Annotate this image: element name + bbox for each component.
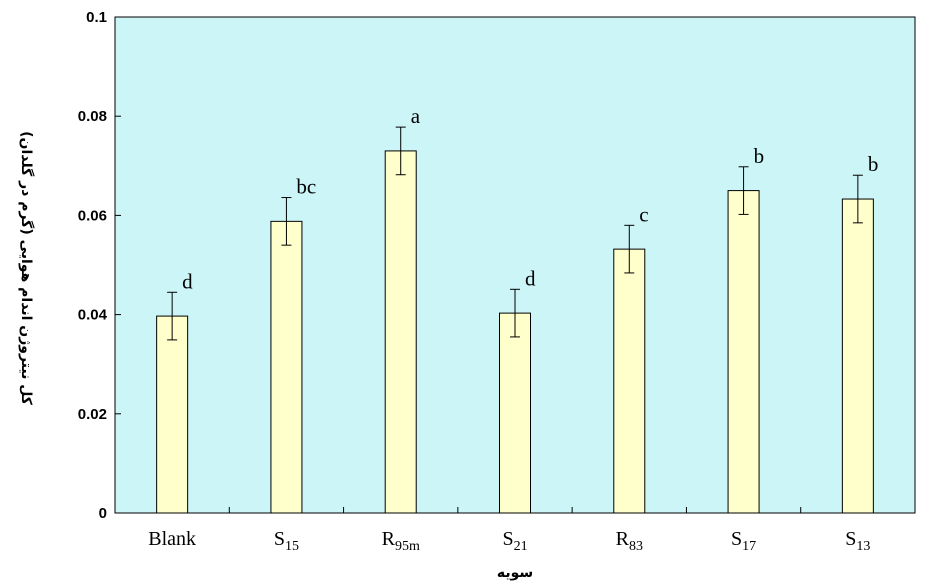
error-bar [738,166,749,215]
significance-letter: d [525,266,536,290]
error-bar [852,174,863,224]
x-tick-label-base: R [382,528,396,550]
y-axis: 0 0.02 0.04 0.06 0.08 0.1 [78,9,121,522]
bar [270,220,303,514]
bar [727,190,760,514]
y-tick-label: 0.06 [78,207,107,224]
x-tick-label-subscript: 15 [285,539,299,554]
y-tick-label: 0 [99,505,107,522]
significance-letter: b [754,144,765,168]
bar [156,315,189,514]
x-tick-label-base: S [502,528,513,550]
y-axis-label: کل نیتروژن اندام هوایی (گرم در گلدان) [18,131,35,406]
y-tick-label: 0.04 [78,307,108,324]
error-bars-group [167,126,863,341]
bar [499,312,531,514]
x-axis: Blank S15 R95m S21 R83 S17 S13 [114,507,916,554]
error-bar [167,291,178,341]
x-axis-label: سویه [497,565,533,581]
bar [613,248,646,514]
x-tick-label: Blank [148,528,196,550]
x-tick-label-base: Blank [148,528,196,550]
y-tick-label: 0.08 [78,108,107,125]
x-tick-label-subscript: 13 [856,539,870,554]
bar [384,150,417,514]
x-tick-label-subscript: 21 [514,539,528,554]
x-tick-label: R83 [616,528,643,554]
x-tick-label-base: S [845,528,856,550]
x-tick-label-base: S [731,528,742,550]
y-tick-label: 0.1 [86,9,107,26]
x-tick-label-base: S [274,528,285,550]
significance-letter: a [411,104,421,128]
x-tick-label: S17 [731,528,756,554]
error-bar [510,288,520,338]
significance-letter: c [639,202,648,226]
error-bar [624,224,635,274]
bar [841,198,874,514]
significance-letter: bc [296,175,316,199]
x-tick-label: R95m [382,528,420,554]
x-tick-label: S15 [274,528,299,554]
x-tick-label: S13 [845,528,870,554]
significance-letter: d [182,269,193,293]
x-tick-label-subscript: 17 [742,539,756,554]
x-tick-label-base: R [616,528,630,550]
significance-letter: b [868,152,879,176]
error-bar [281,197,292,246]
x-tick-label-subscript: 95m [395,539,420,554]
error-bar [395,126,406,176]
x-tick-label-subscript: 83 [629,539,643,554]
x-tick-label: S21 [502,528,527,554]
significance-letters-group: d bc a d c b b [182,104,878,293]
y-tick-label: 0.02 [78,406,107,423]
